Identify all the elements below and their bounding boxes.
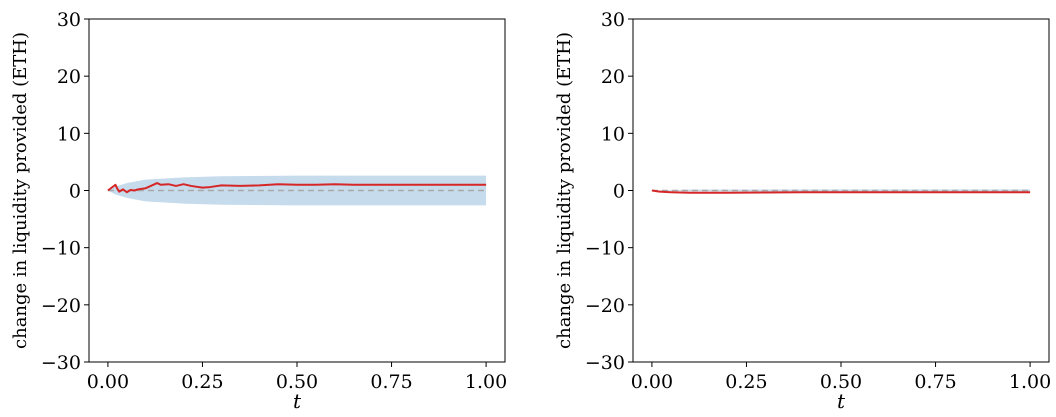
y-tick-label: −10 (41, 238, 81, 260)
right-chart-panel: 0.00 0.25 0.50 0.75 1.00 −30 −20 −10 0 10 20 30 t cha… (554, 9, 1051, 413)
y-tick-label: −10 (585, 238, 625, 260)
x-tick-label: 0.50 (820, 371, 862, 393)
x-tick-label: 1.00 (465, 371, 507, 393)
y-axis-label: change in liquidity provided (ETH) (10, 32, 31, 349)
x-tick-label: 1.00 (1009, 371, 1051, 393)
x-tick-label: 0.25 (725, 371, 767, 393)
left-chart-panel: 0.00 0.25 0.50 0.75 1.00 −30 −20 −10 0 10 20 30 t cha… (10, 9, 507, 413)
x-tick-label: 0.75 (914, 371, 956, 393)
y-tick-label: 20 (57, 66, 81, 88)
y-tick-label: 20 (601, 66, 625, 88)
series-line (651, 189, 1031, 194)
y-tick-label: −30 (41, 352, 81, 374)
y-tick-label: −20 (41, 295, 81, 317)
series-line (107, 182, 487, 194)
y-tick-label: 0 (69, 181, 81, 203)
y-axis-label: change in liquidity provided (ETH) (554, 32, 575, 349)
y-tick-label: 0 (613, 181, 625, 203)
confidence-band (107, 175, 487, 206)
x-tick-label: 0.25 (181, 371, 223, 393)
x-tick-label: 0.00 (87, 371, 129, 393)
y-tick-label: −20 (585, 295, 625, 317)
x-tick-label: 0.50 (276, 371, 318, 393)
y-tick-label: 30 (57, 9, 81, 31)
y-tick-label: 10 (601, 123, 625, 145)
x-tick-label: 0.00 (631, 371, 673, 393)
x-tick-label: 0.75 (370, 371, 412, 393)
x-axis-label: t (293, 389, 302, 413)
y-tick-label: −30 (585, 352, 625, 374)
y-tick-label: 10 (57, 123, 81, 145)
x-axis-label: t (837, 389, 846, 413)
y-tick-label: 30 (601, 9, 625, 31)
